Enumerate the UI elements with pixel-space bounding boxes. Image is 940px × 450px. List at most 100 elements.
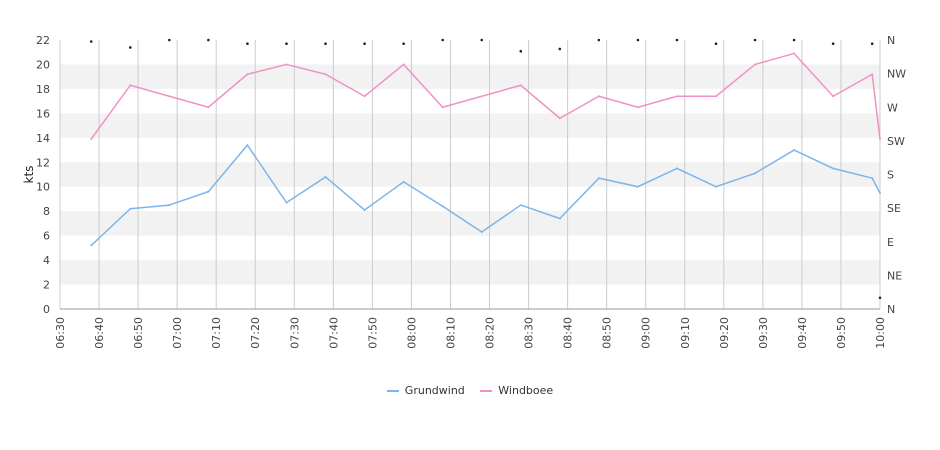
y-tick-label: 20 [36, 58, 50, 71]
x-tick-label: 07:40 [327, 317, 340, 349]
direction-axis-label: W [887, 101, 898, 114]
data-point-grundwind [129, 207, 132, 210]
data-point-grundwind [879, 191, 881, 194]
x-tick-label: 08:20 [484, 317, 497, 349]
data-point-grundwind [558, 217, 561, 220]
direction-marker [89, 40, 93, 43]
data-point-windboee [754, 63, 757, 66]
y-tick-label: 0 [43, 303, 50, 316]
data-point-windboee [402, 63, 405, 66]
direction-axis-label: SW [887, 135, 905, 148]
x-tick-label: 06:50 [132, 317, 145, 349]
direction-axis-label: SE [887, 202, 901, 215]
direction-marker [441, 38, 444, 42]
legend-swatch-windboee [480, 390, 493, 392]
direction-marker [246, 42, 249, 46]
x-tick-label: 06:30 [54, 317, 67, 349]
direction-marker [878, 296, 882, 300]
direction-marker [831, 42, 835, 46]
data-point-windboee [168, 95, 171, 98]
data-point-windboee [793, 52, 796, 55]
direction-marker [870, 42, 874, 46]
direction-marker [636, 38, 640, 42]
direction-marker [363, 42, 366, 46]
data-point-grundwind [402, 180, 405, 183]
data-point-grundwind [90, 244, 93, 247]
data-point-windboee [597, 95, 600, 98]
legend: Grundwind Windboee [0, 384, 940, 397]
y-tick-label: 12 [36, 156, 50, 169]
data-point-grundwind [285, 201, 288, 204]
legend-item-grundwind[interactable]: Grundwind [386, 384, 465, 397]
x-tick-label: 08:30 [523, 317, 536, 349]
data-point-grundwind [715, 185, 717, 188]
x-tick-label: 07:10 [210, 317, 223, 349]
plot-band [60, 113, 880, 138]
data-point-windboee [715, 95, 717, 98]
data-point-grundwind [597, 177, 600, 180]
direction-marker [792, 38, 796, 42]
data-point-grundwind [793, 149, 796, 152]
x-tick-label: 09:20 [718, 317, 731, 349]
y-tick-label: 6 [43, 230, 50, 243]
x-tick-label: 07:30 [288, 317, 301, 349]
y-tick-label: 4 [43, 254, 50, 267]
x-tick-label: 09:40 [796, 317, 809, 349]
x-tick-label: 10:00 [874, 317, 887, 349]
data-point-grundwind [207, 190, 210, 193]
x-tick-label: 08:10 [444, 317, 457, 349]
plot-band [60, 260, 880, 285]
data-point-windboee [480, 95, 483, 98]
direction-marker [128, 46, 132, 49]
y-tick-label: 18 [36, 83, 50, 96]
data-point-windboee [129, 84, 132, 87]
x-tick-label: 09:10 [679, 317, 692, 349]
direction-marker [519, 49, 523, 53]
y-tick-label: 14 [36, 132, 50, 145]
y-axis-title: kts [22, 166, 36, 184]
plot-band [60, 64, 880, 89]
data-point-windboee [207, 106, 210, 109]
direction-axis-label: S [887, 169, 894, 182]
x-tick-label: 09:00 [640, 317, 653, 349]
direction-marker [324, 42, 327, 46]
y-tick-label: 2 [43, 279, 50, 292]
data-point-grundwind [675, 167, 678, 170]
data-point-windboee [871, 73, 874, 76]
data-point-grundwind [324, 175, 327, 178]
data-point-windboee [285, 63, 288, 66]
data-point-windboee [879, 138, 881, 141]
x-tick-label: 08:50 [601, 317, 614, 349]
legend-label-windboee: Windboee [498, 384, 554, 397]
direction-marker [675, 38, 679, 42]
y-tick-label: 16 [36, 107, 50, 120]
series-line-windboee [90, 52, 881, 140]
direction-axis-label: N [887, 34, 895, 47]
data-point-windboee [441, 106, 444, 109]
data-point-windboee [519, 84, 522, 87]
direction-marker [597, 38, 601, 42]
x-tick-label: 09:30 [757, 317, 770, 349]
series-line-grundwind [90, 144, 881, 246]
x-tick-label: 07:20 [249, 317, 262, 349]
y-tick-label: 22 [36, 34, 50, 47]
x-tick-label: 08:40 [562, 317, 575, 349]
direction-marker [168, 38, 171, 42]
x-tick-label: 07:50 [366, 317, 379, 349]
data-point-windboee [90, 138, 93, 141]
data-point-grundwind [871, 177, 874, 180]
data-point-windboee [675, 95, 678, 98]
legend-label-grundwind: Grundwind [404, 384, 465, 397]
data-point-grundwind [519, 204, 522, 207]
plot-band [60, 162, 880, 187]
legend-swatch-grundwind [386, 390, 399, 392]
direction-marker [753, 38, 757, 42]
data-point-windboee [246, 73, 249, 76]
data-point-grundwind [480, 230, 483, 233]
legend-item-windboee[interactable]: Windboee [480, 384, 553, 397]
data-point-windboee [832, 95, 835, 98]
data-point-grundwind [832, 167, 835, 170]
data-point-grundwind [168, 204, 171, 207]
direction-marker [714, 42, 718, 46]
